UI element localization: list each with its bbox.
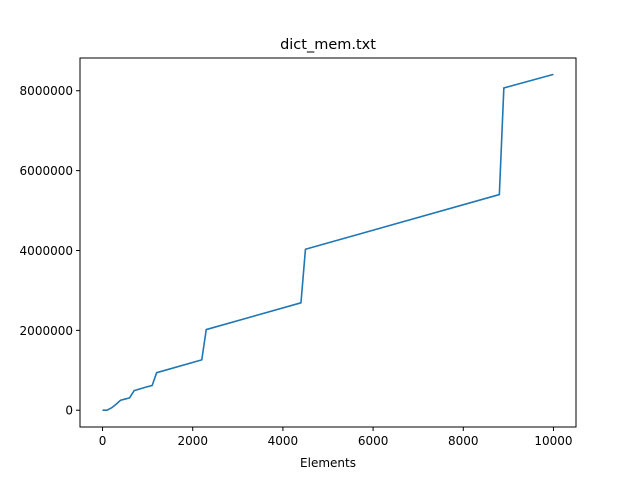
- x-tick-label: 4000: [268, 434, 299, 448]
- x-axis-label: Elements: [300, 456, 356, 470]
- y-tick-label: 8000000: [20, 84, 73, 98]
- x-tick-label: 0: [99, 434, 107, 448]
- x-tick-label: 8000: [448, 434, 479, 448]
- series-layer: [102, 73, 554, 412]
- y-tick-label: 2000000: [20, 324, 73, 338]
- x-tick-label: 2000: [177, 434, 208, 448]
- plot-frame: [79, 57, 577, 428]
- y-axis-ticks: 0 2000000 4000000 6000000 8000000: [20, 84, 80, 418]
- x-tick-label: 6000: [358, 434, 389, 448]
- chart-title: dict_mem.txt: [280, 37, 376, 53]
- y-tick-label: 0: [65, 404, 73, 418]
- x-tick-label: 10000: [534, 434, 572, 448]
- x-axis-ticks: 0 2000 4000 6000 8000 10000: [99, 427, 573, 448]
- series-line: [102, 73, 554, 412]
- y-tick-label: 6000000: [20, 164, 73, 178]
- y-tick-label: 4000000: [20, 244, 73, 258]
